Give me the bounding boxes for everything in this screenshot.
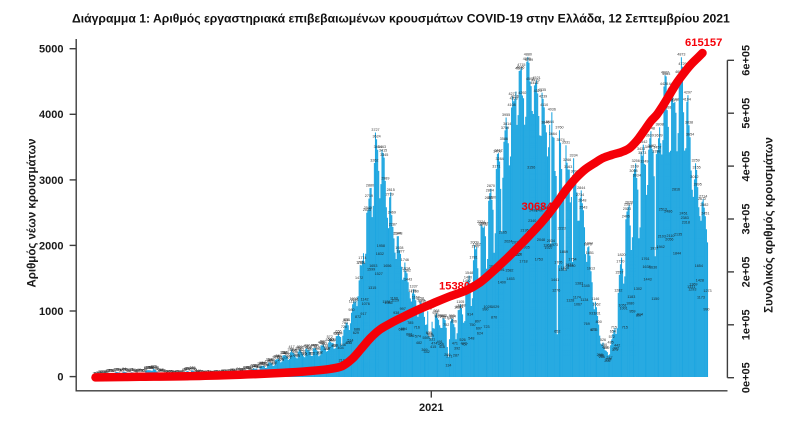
svg-text:5000: 5000 xyxy=(39,44,63,56)
svg-text:0e+05: 0e+05 xyxy=(741,362,753,393)
svg-text:1000: 1000 xyxy=(39,306,63,318)
svg-text:371115212335374039393636536162: 3711152123353740393936365361625959524973… xyxy=(92,52,711,376)
svg-text:5e+05: 5e+05 xyxy=(741,98,753,129)
svg-text:0: 0 xyxy=(57,372,63,384)
svg-text:4000: 4000 xyxy=(39,109,63,121)
svg-text:6e+05: 6e+05 xyxy=(741,45,753,76)
svg-text:4e+05: 4e+05 xyxy=(741,151,753,182)
svg-text:3e+05: 3e+05 xyxy=(741,204,753,235)
svg-text:Αριθμός νέων κρουσμάτων: Αριθμός νέων κρουσμάτων xyxy=(27,138,39,287)
svg-text:3000: 3000 xyxy=(39,175,63,187)
svg-text:2e+05: 2e+05 xyxy=(741,256,753,287)
svg-text:1e+05: 1e+05 xyxy=(741,309,753,340)
svg-text:2021: 2021 xyxy=(419,402,443,414)
svg-text:2000: 2000 xyxy=(39,240,63,252)
svg-text:Διάγραμμα 1: Αριθμός εργαστηρι: Διάγραμμα 1: Αριθμός εργαστηριακά επιβεβ… xyxy=(72,12,730,26)
svg-text:615157: 615157 xyxy=(685,37,722,49)
svg-text:Συνολικός αριθμός κρουσμάτων: Συνολικός αριθμός κρουσμάτων xyxy=(764,137,776,313)
